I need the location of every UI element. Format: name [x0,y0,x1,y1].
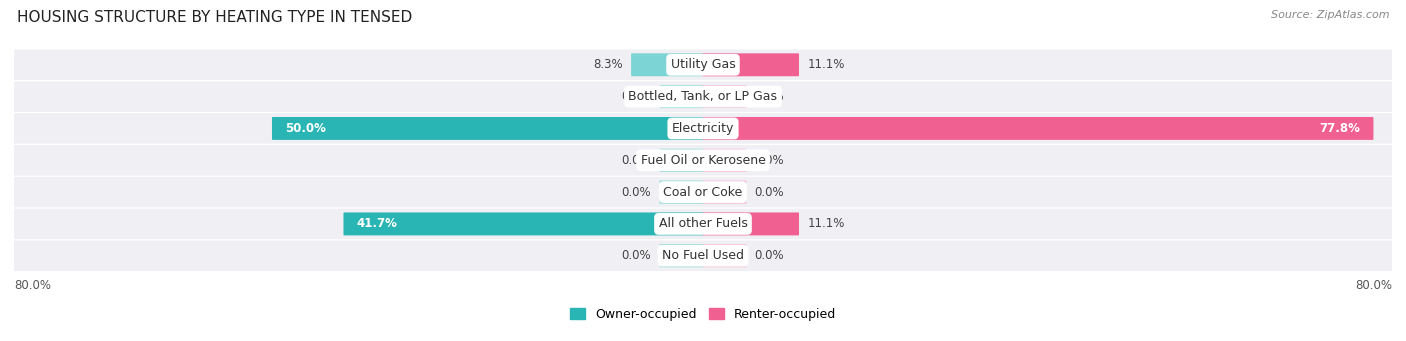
FancyBboxPatch shape [14,145,1392,176]
Text: Electricity: Electricity [672,122,734,135]
Text: 0.0%: 0.0% [755,186,785,198]
Text: 0.0%: 0.0% [755,154,785,167]
Text: 80.0%: 80.0% [1355,279,1392,292]
Text: All other Fuels: All other Fuels [658,218,748,231]
FancyBboxPatch shape [14,49,1392,80]
FancyBboxPatch shape [703,117,1374,140]
FancyBboxPatch shape [14,240,1392,271]
Text: 80.0%: 80.0% [14,279,51,292]
Text: Coal or Coke: Coal or Coke [664,186,742,198]
Text: Source: ZipAtlas.com: Source: ZipAtlas.com [1271,10,1389,20]
Text: Utility Gas: Utility Gas [671,58,735,71]
FancyBboxPatch shape [14,81,1392,112]
FancyBboxPatch shape [659,149,703,172]
FancyBboxPatch shape [659,181,703,204]
FancyBboxPatch shape [703,149,747,172]
FancyBboxPatch shape [659,244,703,267]
Text: 0.0%: 0.0% [621,186,651,198]
FancyBboxPatch shape [703,244,747,267]
Text: 11.1%: 11.1% [807,58,845,71]
FancyBboxPatch shape [703,53,799,76]
Text: No Fuel Used: No Fuel Used [662,249,744,262]
Text: 41.7%: 41.7% [357,218,398,231]
Text: 77.8%: 77.8% [1319,122,1360,135]
Text: 0.0%: 0.0% [755,90,785,103]
FancyBboxPatch shape [14,209,1392,239]
Text: Fuel Oil or Kerosene: Fuel Oil or Kerosene [641,154,765,167]
FancyBboxPatch shape [14,113,1392,144]
FancyBboxPatch shape [271,117,703,140]
Text: 0.0%: 0.0% [755,249,785,262]
Text: 0.0%: 0.0% [621,154,651,167]
Text: 11.1%: 11.1% [807,218,845,231]
FancyBboxPatch shape [703,85,747,108]
FancyBboxPatch shape [659,85,703,108]
FancyBboxPatch shape [14,177,1392,207]
FancyBboxPatch shape [703,181,747,204]
Text: HOUSING STRUCTURE BY HEATING TYPE IN TENSED: HOUSING STRUCTURE BY HEATING TYPE IN TEN… [17,10,412,25]
FancyBboxPatch shape [343,212,703,235]
Text: 8.3%: 8.3% [593,58,623,71]
Text: 0.0%: 0.0% [621,249,651,262]
FancyBboxPatch shape [631,53,703,76]
FancyBboxPatch shape [703,212,799,235]
Legend: Owner-occupied, Renter-occupied: Owner-occupied, Renter-occupied [565,303,841,326]
Text: 0.0%: 0.0% [621,90,651,103]
Text: Bottled, Tank, or LP Gas: Bottled, Tank, or LP Gas [628,90,778,103]
Text: 50.0%: 50.0% [285,122,326,135]
